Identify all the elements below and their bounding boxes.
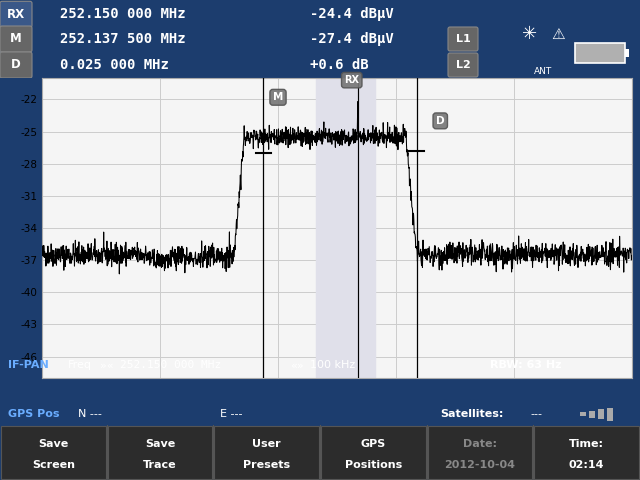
Text: »«: »«: [100, 360, 114, 371]
Text: Freq: Freq: [68, 360, 92, 371]
Text: «»: «»: [290, 360, 303, 371]
Text: -24.4 dBµV: -24.4 dBµV: [310, 7, 394, 21]
Text: E ---: E ---: [220, 409, 243, 419]
Text: 252.150 000 MHz: 252.150 000 MHz: [60, 7, 186, 21]
Bar: [428, 426, 532, 479]
Text: Positions: Positions: [345, 460, 402, 469]
Bar: [108, 426, 212, 479]
Text: M: M: [273, 92, 283, 102]
Text: Presets: Presets: [243, 460, 290, 469]
Text: Save: Save: [145, 439, 175, 449]
Text: Date:: Date:: [463, 439, 497, 449]
FancyBboxPatch shape: [448, 27, 478, 51]
Bar: [589, 410, 595, 418]
Bar: [214, 426, 319, 479]
Text: D: D: [11, 59, 21, 72]
Text: L2: L2: [456, 60, 470, 70]
Bar: [607, 408, 613, 420]
Text: RX: RX: [7, 8, 25, 21]
Text: M: M: [10, 33, 22, 46]
Bar: [321, 426, 426, 479]
Text: 252.137 500 MHz: 252.137 500 MHz: [60, 32, 186, 46]
Text: ✳: ✳: [522, 25, 538, 43]
Text: GPS: GPS: [361, 439, 386, 449]
Text: ⚠: ⚠: [551, 26, 565, 41]
Text: Time:: Time:: [569, 439, 604, 449]
Text: D: D: [436, 116, 445, 126]
FancyBboxPatch shape: [0, 26, 32, 52]
Text: RX: RX: [344, 75, 359, 85]
Bar: [1, 426, 106, 479]
Bar: [598, 409, 604, 419]
Text: 252.150 000 MHz: 252.150 000 MHz: [120, 360, 221, 371]
Text: Screen: Screen: [32, 460, 75, 469]
Text: -27.4 dBµV: -27.4 dBµV: [310, 32, 394, 46]
FancyBboxPatch shape: [625, 49, 629, 57]
Text: 100 kHz: 100 kHz: [310, 360, 355, 371]
Text: +0.6 dB: +0.6 dB: [310, 58, 369, 72]
Text: GPS Pos: GPS Pos: [8, 409, 60, 419]
FancyBboxPatch shape: [448, 53, 478, 77]
Text: RBW: 63 Hz: RBW: 63 Hz: [490, 360, 561, 371]
FancyBboxPatch shape: [0, 1, 32, 27]
Text: ---: ---: [530, 409, 542, 419]
Text: 0.025 000 MHz: 0.025 000 MHz: [60, 58, 169, 72]
Text: User: User: [252, 439, 281, 449]
Text: ANT: ANT: [534, 67, 552, 76]
Text: Satellites:: Satellites:: [440, 409, 504, 419]
Text: IF-PAN: IF-PAN: [8, 360, 49, 371]
Bar: [580, 412, 586, 416]
Text: N ---: N ---: [78, 409, 102, 419]
FancyBboxPatch shape: [0, 52, 32, 78]
Text: 2012-10-04: 2012-10-04: [445, 460, 515, 469]
Text: Trace: Trace: [143, 460, 177, 469]
Text: L1: L1: [456, 34, 470, 44]
FancyBboxPatch shape: [575, 43, 625, 63]
Bar: [316, 78, 375, 378]
Text: Save: Save: [38, 439, 68, 449]
Bar: [534, 426, 639, 479]
Text: 02:14: 02:14: [569, 460, 604, 469]
